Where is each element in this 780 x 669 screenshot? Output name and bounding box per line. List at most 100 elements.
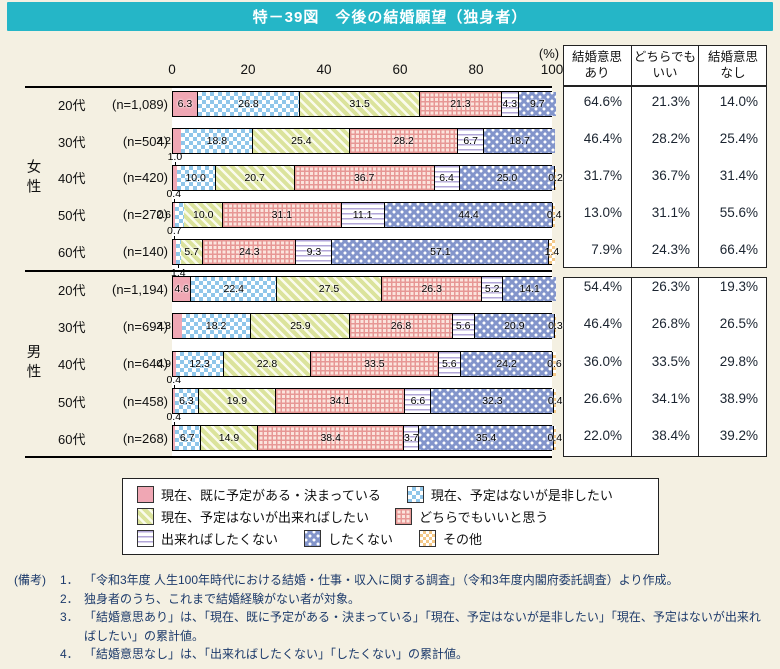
bar-segment-label: 6.3 xyxy=(177,98,193,111)
leader-line xyxy=(178,263,180,268)
bar-segment: 0.2 xyxy=(548,166,563,190)
percent-unit-label: (%) xyxy=(538,46,560,61)
summary-value-cell: 46.4% xyxy=(583,316,622,332)
bar-segment xyxy=(173,389,175,414)
bar-segment: 20.7 xyxy=(214,166,294,190)
bar: 4.6 22.4 27.5 26.3 5.2 14.1 xyxy=(172,276,557,303)
bar-segment-label: 18.2 xyxy=(205,320,227,333)
axis-line xyxy=(25,86,552,88)
sample-size-label: (n=270) xyxy=(122,207,168,223)
bar-segment-label: 36.7 xyxy=(353,172,375,184)
bar-segment-label: 31.5 xyxy=(349,98,370,111)
legend-item: その他 xyxy=(419,529,482,548)
summary-value-cell: 22.0% xyxy=(583,428,622,444)
note-text: 「令和3年度 人生100年時代における結婚・仕事・収入に関する調査」（令和3年度… xyxy=(84,573,679,587)
bar-segment-label: 26.3 xyxy=(421,283,442,296)
summary-value-cell: 36.0% xyxy=(583,353,622,369)
bar-segment: 44.4 xyxy=(383,202,553,227)
legend-swatch xyxy=(137,530,154,547)
legend: 現在、既に予定がある・決まっている 現在、予定はないが是非したい 現在、予定はないが… xyxy=(122,478,659,555)
bar-segment: 11.1 xyxy=(340,202,384,227)
legend-item: 現在、既に予定がある・決まっている xyxy=(137,485,381,504)
header-line: あり xyxy=(584,65,610,80)
header-line: どちらでも xyxy=(633,49,697,64)
bar-segment-label: 33.5 xyxy=(364,357,385,370)
row-label: 20代 (n=1,089) xyxy=(58,86,168,123)
figure-title: 特－39図 今後の結婚願望（独身者） xyxy=(252,9,528,26)
bar-segment: 21.3 xyxy=(419,92,501,117)
bar-segment: 31.1 xyxy=(222,202,341,227)
summary-table-row: 13.0% 31.1% 55.6% xyxy=(563,205,767,225)
bar-segment-label: 0.6 xyxy=(547,357,562,370)
summary-value-cell: 31.7% xyxy=(583,168,622,183)
sample-size-label: (n=1,194) xyxy=(111,281,168,297)
bar-segment: 36.7 xyxy=(293,166,434,190)
summary-table-header: 結婚意思 あり どちらでも いい 結婚意思 なし xyxy=(563,45,767,86)
legend-item: 出来ればしたくない xyxy=(137,529,278,548)
bar-segment-label: 31.1 xyxy=(271,208,293,221)
bar-segment: 19.9 xyxy=(198,389,275,414)
bar-segment: 4.3 xyxy=(500,92,518,117)
leader-line xyxy=(174,162,176,166)
bar-segment-label: 10.0 xyxy=(185,172,206,184)
bar-segment: 0.4 xyxy=(548,389,563,414)
bar-segment: 34.1 xyxy=(274,389,405,414)
summary-value-cell: 24.3% xyxy=(651,241,690,257)
age-label: 40代 xyxy=(58,357,86,373)
bar-segment-label: 6.7 xyxy=(463,135,478,148)
chart-bottom-line xyxy=(25,456,552,458)
row-label: 60代 (n=140) xyxy=(58,233,168,270)
age-label: 50代 xyxy=(58,208,86,224)
sample-size-label: (n=458) xyxy=(122,393,168,409)
age-label: 20代 xyxy=(58,282,86,298)
bar-segment: 18.2 xyxy=(181,314,251,339)
header-line: なし xyxy=(720,65,746,80)
summary-table-row: 7.9% 24.3% 66.4% xyxy=(563,242,767,262)
sample-size-label: (n=140) xyxy=(122,244,168,260)
bar: 0.7 1.4 5.7 24.3 9.3 57.1 1.4 xyxy=(167,225,559,279)
bar-outside-label: 2.2 xyxy=(156,135,171,148)
bar-segment-label: 28.2 xyxy=(393,135,414,148)
bar-segment-label: 0.3 xyxy=(548,320,563,333)
bar-segment: 6.3 xyxy=(174,389,199,414)
summary-value-cell: 7.9% xyxy=(591,241,622,257)
bar-segment: 0.4 xyxy=(548,426,562,451)
header-line: 結婚意思 xyxy=(571,49,622,64)
bar-outside-label: 1.0 xyxy=(167,151,183,163)
age-label: 60代 xyxy=(58,245,86,261)
bar-segment: 10.0 xyxy=(184,202,223,227)
bar-segment-label: 44.4 xyxy=(458,208,479,221)
leader-line xyxy=(173,385,175,390)
bar-segment: 24.3 xyxy=(202,239,296,264)
legend-swatch xyxy=(304,530,322,547)
group-label-men: 男性 xyxy=(24,344,41,383)
bar-outside-label: 0.4 xyxy=(166,374,182,387)
bar: 0.9 12.3 22.8 33.5 5.6 24.2 0.6 xyxy=(156,350,562,377)
bar-segment-label: 25.9 xyxy=(290,320,311,333)
summary-value-cell: 64.6% xyxy=(583,94,622,110)
note-text: 「結婚意思あり」は、「現在、既に予定がある・決まっている」「現在、予定はないが是… xyxy=(84,610,761,643)
summary-table-row: 64.6% 21.3% 14.0% xyxy=(563,94,767,114)
bar: 2.3 18.2 25.9 26.8 5.6 20.9 0.3 xyxy=(156,313,563,340)
bar-segment-label: 9.3 xyxy=(306,245,322,258)
table-column-divider xyxy=(698,87,700,267)
summary-value-cell: 39.2% xyxy=(719,428,758,444)
summary-table-women xyxy=(563,86,767,268)
bar-segment-label: 25.0 xyxy=(496,172,518,184)
bar-segment xyxy=(173,166,177,190)
bar-segment-label: 6.7 xyxy=(179,432,195,445)
summary-table-men xyxy=(563,277,767,457)
bar: 1.0 10.0 20.7 36.7 6.4 25.0 0.2 xyxy=(168,151,563,191)
note-item: (備考) 1． 「令和3年度 人生100年時代における結婚・仕事・収入に関する調査」… xyxy=(14,571,771,590)
table-column-divider xyxy=(630,46,632,85)
bar-segment-label: 26.8 xyxy=(390,320,412,333)
bar-segment-label: 19.9 xyxy=(226,395,248,408)
note-number: 3． xyxy=(60,610,79,625)
summary-table-row: 36.0% 33.5% 29.8% xyxy=(563,354,767,374)
bar-segment-label: 0.2 xyxy=(548,172,563,184)
bar-outside-label: 0.4 xyxy=(166,411,182,424)
note-item: 4． 「結婚意思なし」は、「出来ればしたくない」「したくない」の累計値。 xyxy=(14,645,771,664)
summary-header-cell: どちらでも いい xyxy=(632,46,698,85)
summary-value-cell: 31.4% xyxy=(719,168,758,183)
bar-segment xyxy=(175,239,181,264)
